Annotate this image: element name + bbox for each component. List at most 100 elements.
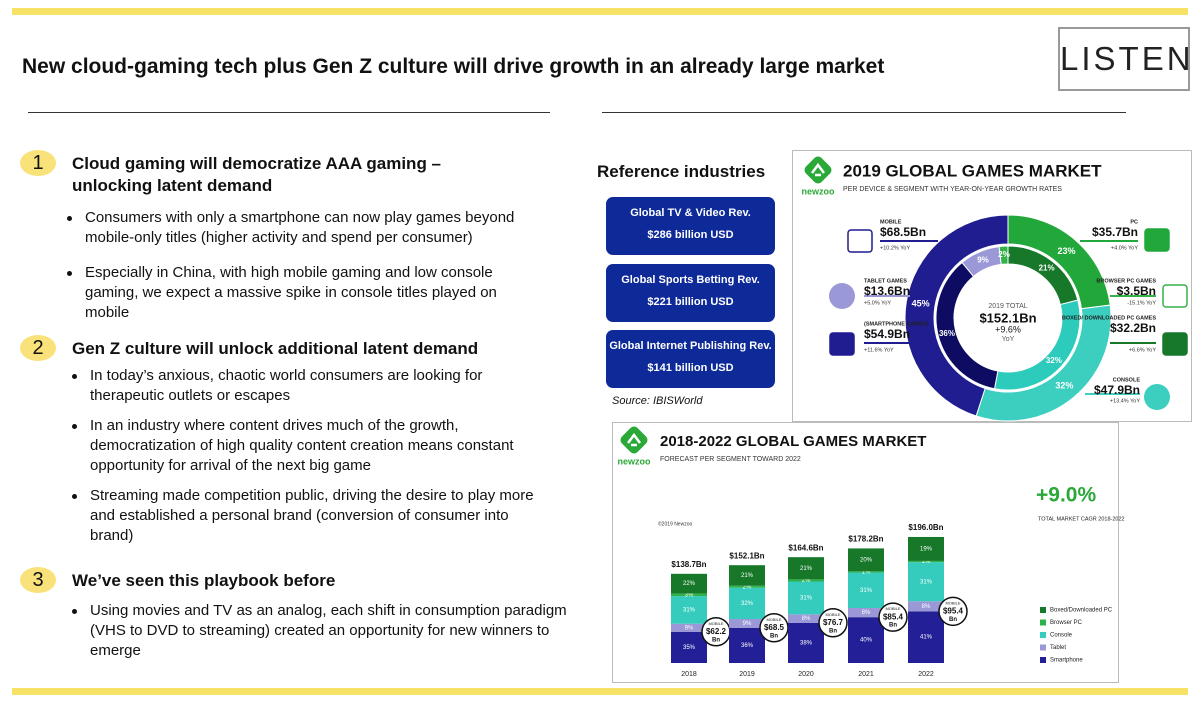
center-unit: YoY [1002,336,1015,343]
reference-name: Global TV & Video Rev. [630,207,751,219]
logo-glyph [627,432,641,447]
bar-segment [908,562,944,602]
mobile-value: $68.5 [764,623,785,632]
segment-label: 2% [743,584,752,590]
reference-name: Global Internet Publishing Rev. [609,340,772,352]
bullet-dot [67,271,72,276]
reference-box: Global Sports Betting Rev. $221 billion … [606,264,775,322]
segment-label: 1% [922,559,931,565]
segment-label: 21% [1039,263,1055,272]
bar-segment [788,579,824,582]
segment-label: 22% [683,581,696,587]
highlight-caption: TOTAL MARKET CAGR 2018-2022 [1038,516,1125,522]
bar-segment [671,596,707,624]
section-heading: We’ve seen this playbook before [72,571,336,590]
legend-label: Browser PC [1050,620,1083,626]
callout-name: (SMARTPHONE GAMES) [864,321,929,327]
bar-segment [671,593,707,597]
reference-box: Global Internet Publishing Rev. $141 bil… [606,330,775,388]
callout-icon [1144,384,1170,410]
segment-label: 31% [920,579,933,585]
bullet-text: In an industry where content drives much… [90,417,514,474]
segment-label: 2% [998,250,1010,259]
chart-title: 2019 GLOBAL GAMES MARKET [843,161,1102,180]
bullet-text: Streaming made competition public, drivi… [90,487,534,544]
mobile-unit: Bn [889,623,897,629]
segment-label: 38% [800,640,813,646]
bullet-text: Using movies and TV as an analog, each s… [90,602,567,659]
x-tick-label: 2018 [681,671,697,678]
bar-segment [848,572,884,609]
logo-glyph [811,162,825,177]
bar-segment [671,623,707,632]
segment-label: 32% [1046,356,1062,365]
mobile-bubble [818,608,848,638]
segment-label: 45% [912,299,930,309]
bullet-text: In today’s anxious, chaotic world consum… [90,367,483,404]
bar-segment [729,565,765,586]
center-growth: +9.6% [995,324,1021,334]
divider [28,112,550,113]
bar-segment [788,581,824,615]
bar-segment [908,560,944,563]
reference-value: $221 billion USD [647,296,734,308]
mobile-value: $76.7 [823,618,844,627]
segment-label: 20% [860,557,873,563]
mobile-unit: Bn [949,617,957,623]
chart-subtitle: FORECAST PER SEGMENT TOWARD 2022 [660,456,801,463]
segment-label: 36% [939,329,955,338]
callout-icon [1144,228,1170,252]
segment-label: 21% [741,573,754,579]
mobile-value: $95.4 [943,606,964,615]
segment-label: 32% [1055,381,1073,391]
section-number: 1 [20,150,56,176]
callout-value: $13.6Bn [864,284,910,298]
segment-label: 8% [922,604,931,610]
callout-growth: +6.6% YoY [1129,347,1156,353]
legend-swatch [1040,619,1046,626]
bar-segment [671,631,707,663]
callout-icon [829,332,855,356]
logo: LISTEN [1058,27,1191,91]
mobile-caption: MOBILE [766,617,781,622]
segment-label: 9% [743,621,752,627]
segment-label: 41% [920,635,933,641]
highlight: +9.0% [1036,484,1096,507]
bar-segment [848,571,884,573]
copyright: ©2019 Newzoo [658,520,692,527]
bar-segment [729,627,765,663]
donut-segment [998,245,1009,265]
center-label: 2019 TOTAL [988,303,1027,310]
reference-title: Reference industries [597,162,766,181]
logo-mark [804,156,832,184]
bar-segment [848,608,884,618]
legend-swatch [1040,657,1046,663]
bar-segment [788,614,824,623]
mobile-caption: MOBILE [825,612,840,617]
segment-label: 9% [685,625,694,631]
section-heading: Cloud gaming will democratize AAA gaming… [72,154,442,195]
chart-title: 2018-2022 GLOBAL GAMES MARKET [660,433,926,450]
segment-label: 35% [683,645,696,651]
bullet-dot [72,424,77,429]
legend-label: Smartphone [1050,658,1083,664]
mobile-bubble [878,602,908,632]
bullet-text: Consumers with only a smartphone can now… [85,209,515,246]
bullet-dot [72,609,77,614]
top-band [12,8,1188,15]
reference-box: Global TV & Video Rev. $286 billion USD [606,197,775,255]
segment-label: 40% [860,638,873,644]
callout-growth: +13.4% YoY [1110,398,1140,404]
x-tick-label: 2020 [798,671,814,678]
callout-value: $54.9Bn [864,327,910,341]
legend-label: Boxed/Downloaded PC [1050,608,1113,614]
bar-segment [729,618,765,628]
section-heading: Gen Z culture will unlock additional lat… [72,339,479,358]
callout-growth: +4.0% YoY [1111,245,1138,251]
segment-label: 31% [860,588,873,594]
section-number: 3 [20,567,56,593]
segment-label: 2% [802,578,811,584]
mobile-value: $62.2 [706,627,727,636]
callout-name: CONSOLE [1113,377,1141,383]
